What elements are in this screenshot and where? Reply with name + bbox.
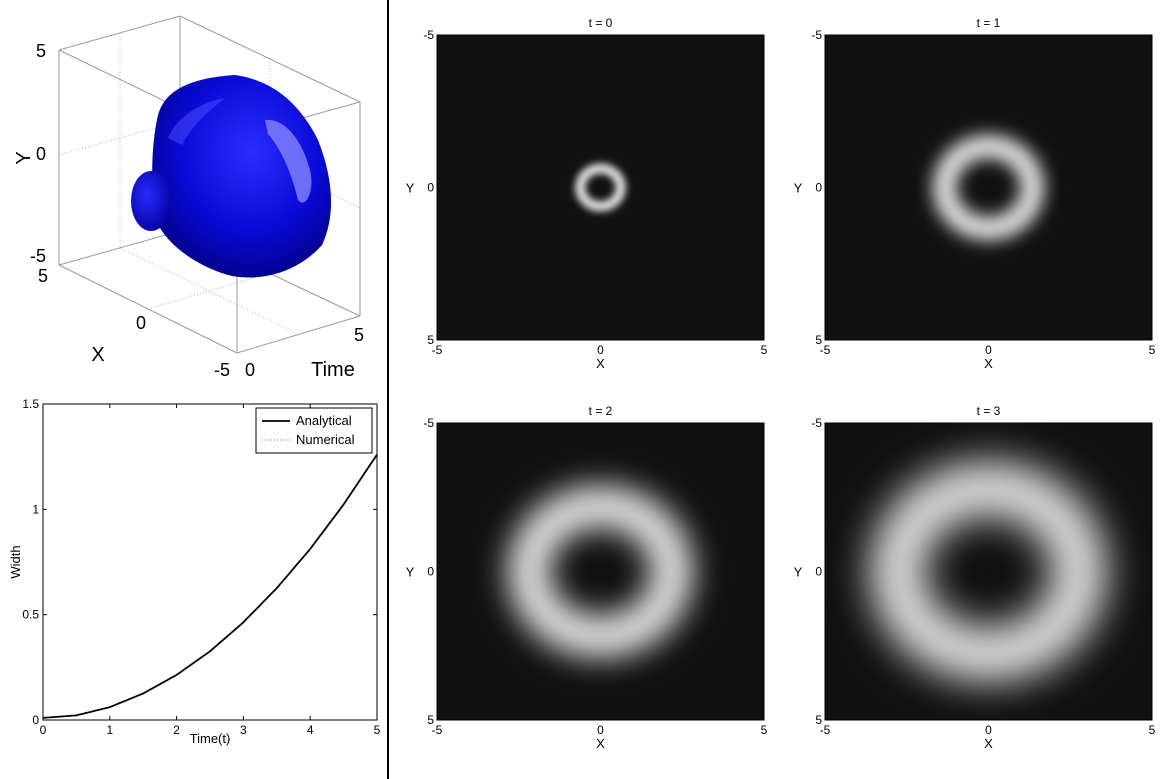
heatmap-y-label: Y [406,565,415,580]
heatmap-y-label: Y [794,181,803,196]
line-x-axis-label: Time(t) [190,731,231,746]
heatmap-y-tick-label: 5 [815,713,822,727]
x-tick-last: -5 [214,360,230,380]
heatmap-frame [436,34,765,341]
legend-box [255,407,373,454]
legend-numerical-label: Numerical [296,432,355,447]
line-x-tick-label: 4 [307,723,314,737]
line-x-tick-label: 0 [40,723,47,737]
time-axis-label-3d: Time [311,359,355,381]
line-y-tick-label: 1.5 [22,397,39,411]
heatmap-x-tick-label: 0 [597,723,604,737]
heatmap-frame [436,422,765,721]
ring-intensity [575,163,626,212]
heatmap-title: t = 0 [589,16,613,30]
heatmap-x-label: X [984,356,993,371]
x-axis-label-3d: X [91,344,104,366]
heatmap-title: t = 3 [977,404,1001,418]
line-y-axis-label: Width [8,545,23,578]
heatmap-y-tick-label: -5 [811,416,822,430]
heatmap-background [824,34,1153,341]
line-chart-ticks: 0 1 2 3 4 5 0 0.5 1 1.5 [22,397,380,737]
heatmap-title: t = 1 [977,16,1001,30]
heatmap-y-tick-label: -5 [811,28,822,42]
surface-3d-panel: 5 0 -5 5 0 -5 0 5 Y X Time [13,15,364,381]
heatmap-frame [824,34,1153,341]
heatmap-x-tick-label: 0 [597,343,604,357]
ring-intensity [508,485,693,658]
heatmap-x-tick-label: 5 [761,723,768,737]
width-line-chart: 0 1 2 3 4 5 0 0.5 1 1.5 Time(t) Width Analytical … [8,397,381,746]
surface-cap [131,171,171,231]
surface-body [152,75,332,278]
heatmap-y-tick-label: -5 [423,416,434,430]
legend-analytical-label: Analytical [296,413,352,428]
heatmap-y-tick-label: 0 [427,181,434,195]
ring-intensity [870,462,1107,681]
heatmap-y-tick-label: -5 [423,28,434,42]
heatmap-x-tick-label: 5 [1149,723,1156,737]
line-x-tick-label: 2 [173,723,180,737]
ring-intensity [932,134,1045,241]
line-x-tick-label: 3 [240,723,247,737]
heatmap-y-tick-label: 5 [427,333,434,347]
y-tick-bottom: -5 [30,246,46,266]
heatmap-panel-2: t = 2XY-5 0 5-505 [406,404,768,751]
heatmap-y-tick-label: 0 [427,565,434,579]
heatmap-background [436,34,765,341]
heatmap-x-tick-label: 5 [1149,343,1156,357]
time-tick-last: 5 [354,325,364,345]
heatmap-x-tick-label: 0 [985,343,992,357]
line-x-tick-label: 5 [374,723,381,737]
series-analytical-line [42,454,378,719]
heatmap-y-tick-label: 5 [815,333,822,347]
heatmap-y-label: Y [406,181,415,196]
axis-ticks-3d: 5 0 -5 5 0 -5 0 5 [30,41,364,380]
heatmap-panel-3: t = 3XY-5 0 5-505 [794,404,1156,751]
heatmap-panel-0: t = 0XY-5 0 5-505 [406,16,768,371]
y-tick-mid: 0 [36,144,46,164]
time-tick-first: 0 [245,360,255,380]
heatmap-x-tick-label: -5 [820,343,831,357]
line-x-tick-label: 1 [106,723,113,737]
x-tick-first: 5 [38,266,48,286]
heatmap-x-label: X [596,736,605,751]
surface-highlight [265,119,312,203]
heatmap-panel-1: t = 1XY-5 0 5-505 [794,16,1156,371]
plot-frame [42,403,378,721]
heatmap-y-label: Y [794,565,803,580]
heatmap-x-label: X [596,356,605,371]
line-y-tick-label: 1 [32,502,39,516]
heatmap-x-label: X [984,736,993,751]
heatmap-x-tick-label: -5 [820,723,831,737]
heatmap-x-tick-label: 5 [761,343,768,357]
heatmap-y-tick-label: 5 [427,713,434,727]
line-y-tick-label: 0.5 [22,608,39,622]
heatmap-y-tick-label: 0 [815,181,822,195]
surface-highlight-2 [168,98,225,145]
y-tick-top: 5 [36,41,46,61]
heatmap-x-tick-label: -5 [432,343,443,357]
heatmap-x-tick-label: 0 [985,723,992,737]
heatmap-x-tick-label: -5 [432,723,443,737]
legend: Analytical Numerical [255,407,373,454]
heatmap-title: t = 2 [589,404,613,418]
iso-surface [131,75,332,278]
line-y-tick-label: 0 [32,713,39,727]
heatmap-frame [824,422,1153,721]
heatmap-background [436,422,765,721]
y-axis-label-3d: Y [13,151,35,164]
series-numerical-line [42,454,378,719]
x-tick-mid: 0 [136,313,146,333]
heatmap-y-tick-label: 0 [815,565,822,579]
